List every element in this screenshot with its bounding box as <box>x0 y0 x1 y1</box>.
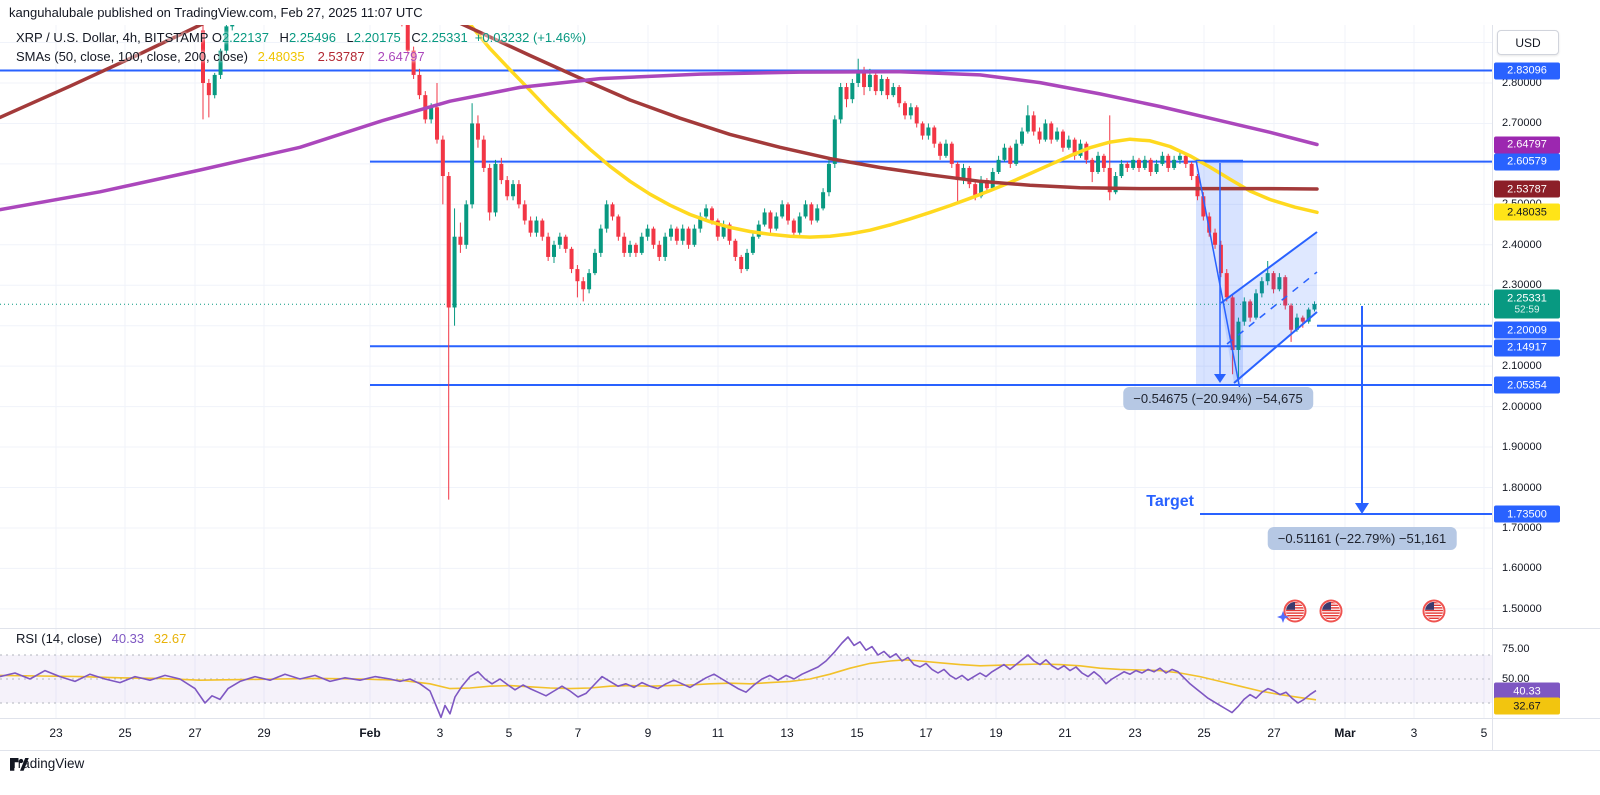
main-pane[interactable] <box>0 0 1492 623</box>
price-tick-label: 1.60000 <box>1502 562 1542 575</box>
time-tick-label: 23 <box>49 726 63 740</box>
price-tick-label: 1.90000 <box>1502 441 1542 454</box>
sma-50-line[interactable] <box>458 12 1319 239</box>
sma-legend-value: 2.53787 <box>317 49 365 64</box>
time-tick-label: 25 <box>1197 726 1211 740</box>
price-axis-badge: 2.25331 52:59 <box>1494 289 1560 319</box>
time-tick-label: 27 <box>1267 726 1281 740</box>
price-tick-label: 2.80000 <box>1502 77 1542 89</box>
time-tick-label: 5 <box>1480 726 1488 740</box>
time-tick-label: 21 <box>1058 726 1072 740</box>
sma-legend-value: 2.64797 <box>377 49 425 64</box>
sparkle-icon[interactable] <box>1277 611 1289 623</box>
publish-header: kanguhalubale published on TradingView.c… <box>9 5 423 20</box>
time-tick-label: 15 <box>850 726 864 740</box>
time-tick-label: 5 <box>505 726 513 740</box>
time-tick-label: 29 <box>257 726 271 740</box>
price-axis-separator <box>1492 25 1493 750</box>
time-tick-label: 3 <box>1410 726 1418 740</box>
target-down-arrow <box>1355 503 1369 514</box>
time-axis-separator <box>0 718 1600 719</box>
rsi-label: RSI (14, close) <box>16 631 102 646</box>
time-tick-label: 9 <box>644 726 652 740</box>
measure-result-label[interactable]: −0.54675 (−20.94%) −54,675 <box>1123 387 1313 410</box>
ohlc-values: O2.22137 H2.25496 L2.20175 C2.25331 +0.03… <box>211 30 587 45</box>
price-axis-badge: 32.67 <box>1494 697 1560 715</box>
price-axis-badge: 40.33 <box>1494 682 1560 700</box>
change-value: +0.03232 (+1.46%) <box>474 30 587 45</box>
pane-separator[interactable] <box>0 628 1600 629</box>
us-flag-icon[interactable] <box>1283 599 1307 623</box>
price-tick-label: 2.40000 <box>1502 238 1542 251</box>
target-annotation-label[interactable]: Target <box>1146 493 1194 510</box>
symbol-title: XRP / U.S. Dollar, 4h, BITSTAMP <box>16 30 209 45</box>
price-tick-label: 1.80000 <box>1502 481 1542 494</box>
sma-200-line[interactable] <box>0 69 1319 212</box>
currency-toggle-button[interactable]: USD <box>1497 30 1559 55</box>
price-axis-badge: 2.83096 <box>1494 62 1560 79</box>
tradingview-attribution[interactable]: TradingView <box>10 756 85 771</box>
time-tick-label: 13 <box>780 726 794 740</box>
us-flag-icon[interactable] <box>1319 599 1343 623</box>
price-tick-label: 1.70000 <box>1502 521 1542 534</box>
time-tick-label: 7 <box>574 726 582 740</box>
candlestick-series[interactable] <box>201 0 1317 500</box>
grid <box>0 25 1492 718</box>
sma-legend-value: 2.48035 <box>257 49 305 64</box>
rsi-legend: RSI (14, close) 40.33 32.67 <box>16 631 186 646</box>
rsi-value: 40.33 <box>111 631 145 646</box>
time-tick-label: Mar <box>1334 726 1356 740</box>
rsi-tick-label: 50.00 <box>1502 673 1530 685</box>
time-tick-label: 11 <box>711 726 725 740</box>
price-axis-badge: 2.48035 <box>1494 203 1560 221</box>
price-tick-label: 1.50000 <box>1502 602 1542 615</box>
countdown-timer: 52:59 <box>1514 304 1540 315</box>
time-tick-label: 17 <box>919 726 933 740</box>
rsi-tick-label: 75.00 <box>1502 643 1530 655</box>
price-axis-badge: 2.53787 <box>1494 180 1560 198</box>
legend-row-symbol: XRP / U.S. Dollar, 4h, BITSTAMP O2.22137… <box>16 28 586 47</box>
measure-result-label[interactable]: −0.51161 (−22.79%) −51,161 <box>1267 527 1457 550</box>
time-tick-label: Feb <box>359 726 381 740</box>
price-tick-label: 2.00000 <box>1502 400 1542 413</box>
time-tick-label: 23 <box>1128 726 1142 740</box>
price-tick-label: 2.30000 <box>1502 279 1542 292</box>
sma-100-line[interactable] <box>0 0 1319 191</box>
sma-values: 2.48035 2.53787 2.64797 <box>252 49 432 64</box>
price-tick-label: 2.10000 <box>1502 360 1542 373</box>
tradingview-logo-icon <box>10 758 29 771</box>
rsi-pane[interactable] <box>0 636 1492 718</box>
rsi-ma-value: 32.67 <box>153 631 187 646</box>
parallel-channel[interactable] <box>1221 232 1317 383</box>
price-axis-badge: 1.73500 <box>1494 505 1560 523</box>
rsi-ma-line[interactable] <box>0 659 1317 701</box>
legend-row-sma: SMAs (50, close, 100, close, 200, close)… <box>16 47 586 66</box>
trend-line[interactable] <box>1195 159 1243 401</box>
attribution-separator <box>0 750 1600 751</box>
time-tick-label: 19 <box>989 726 1003 740</box>
price-axis-badge: 2.60579 <box>1494 153 1560 171</box>
price-axis-badge: 2.20009 <box>1494 321 1560 339</box>
symbol-legend: XRP / U.S. Dollar, 4h, BITSTAMP O2.22137… <box>16 28 586 66</box>
us-flag-icon[interactable] <box>1422 599 1446 623</box>
price-axis-badge: 2.64797 <box>1494 136 1560 153</box>
price-tick-label: 2.70000 <box>1502 117 1542 130</box>
measure-down-arrow <box>1214 374 1226 383</box>
sma-label: SMAs (50, close, 100, close, 200, close) <box>16 49 248 64</box>
time-tick-label: 25 <box>118 726 132 740</box>
price-axis-badge: 2.05354 <box>1494 376 1560 394</box>
time-tick-label: 27 <box>188 726 202 740</box>
rsi-line[interactable] <box>0 636 1317 718</box>
price-axis-badge: 2.14917 <box>1494 339 1560 356</box>
time-tick-label: 3 <box>436 726 444 740</box>
